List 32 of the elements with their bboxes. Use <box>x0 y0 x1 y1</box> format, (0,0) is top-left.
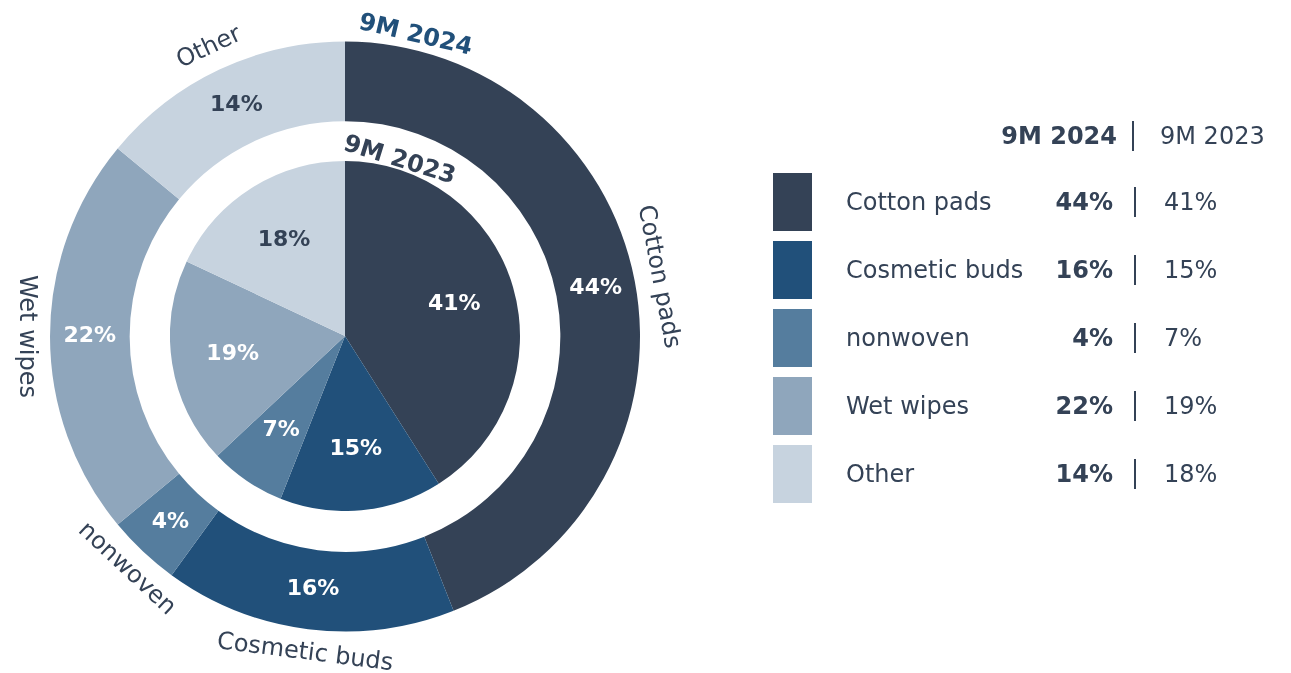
slice-label: Cotton pads <box>846 188 992 216</box>
text: 9M 2023 <box>340 128 460 190</box>
slice-label: Wet wipes <box>13 275 42 398</box>
text: 9M 2024 <box>1001 122 1117 150</box>
text: 16% <box>1055 256 1113 284</box>
slice-label: Cotton pads <box>632 202 688 351</box>
data-label: 22% <box>63 322 117 348</box>
data-label: 41% <box>427 289 481 315</box>
text: 15% <box>1164 256 1218 284</box>
category-label: Cosmetic buds <box>846 256 1024 284</box>
text: 4% <box>1072 324 1113 352</box>
slice-label: 9M 2024 <box>356 7 476 61</box>
text: 19% <box>1164 392 1218 420</box>
data-label: 16% <box>286 575 340 601</box>
data-label: 44% <box>569 274 622 300</box>
data-label: 19% <box>206 339 259 365</box>
text: 18% <box>1164 460 1218 488</box>
text: 14% <box>1055 460 1113 488</box>
legend-label: 9M 2023 <box>1160 122 1265 150</box>
category-label: Other <box>846 460 915 488</box>
data-label: 18% <box>257 225 311 251</box>
slice-label: Cosmetic buds <box>215 626 395 673</box>
data-label: 15% <box>329 434 383 460</box>
slice-label: Other <box>171 19 246 74</box>
data-label: 7% <box>262 415 300 441</box>
text: 22% <box>1055 392 1113 420</box>
text: 44% <box>1055 188 1113 216</box>
category-label: Wet wipes <box>846 392 969 420</box>
category-label: nonwoven <box>846 324 970 352</box>
text: 7% <box>1164 324 1203 352</box>
data-label: 14% <box>210 91 263 117</box>
text: 41% <box>1164 188 1218 216</box>
